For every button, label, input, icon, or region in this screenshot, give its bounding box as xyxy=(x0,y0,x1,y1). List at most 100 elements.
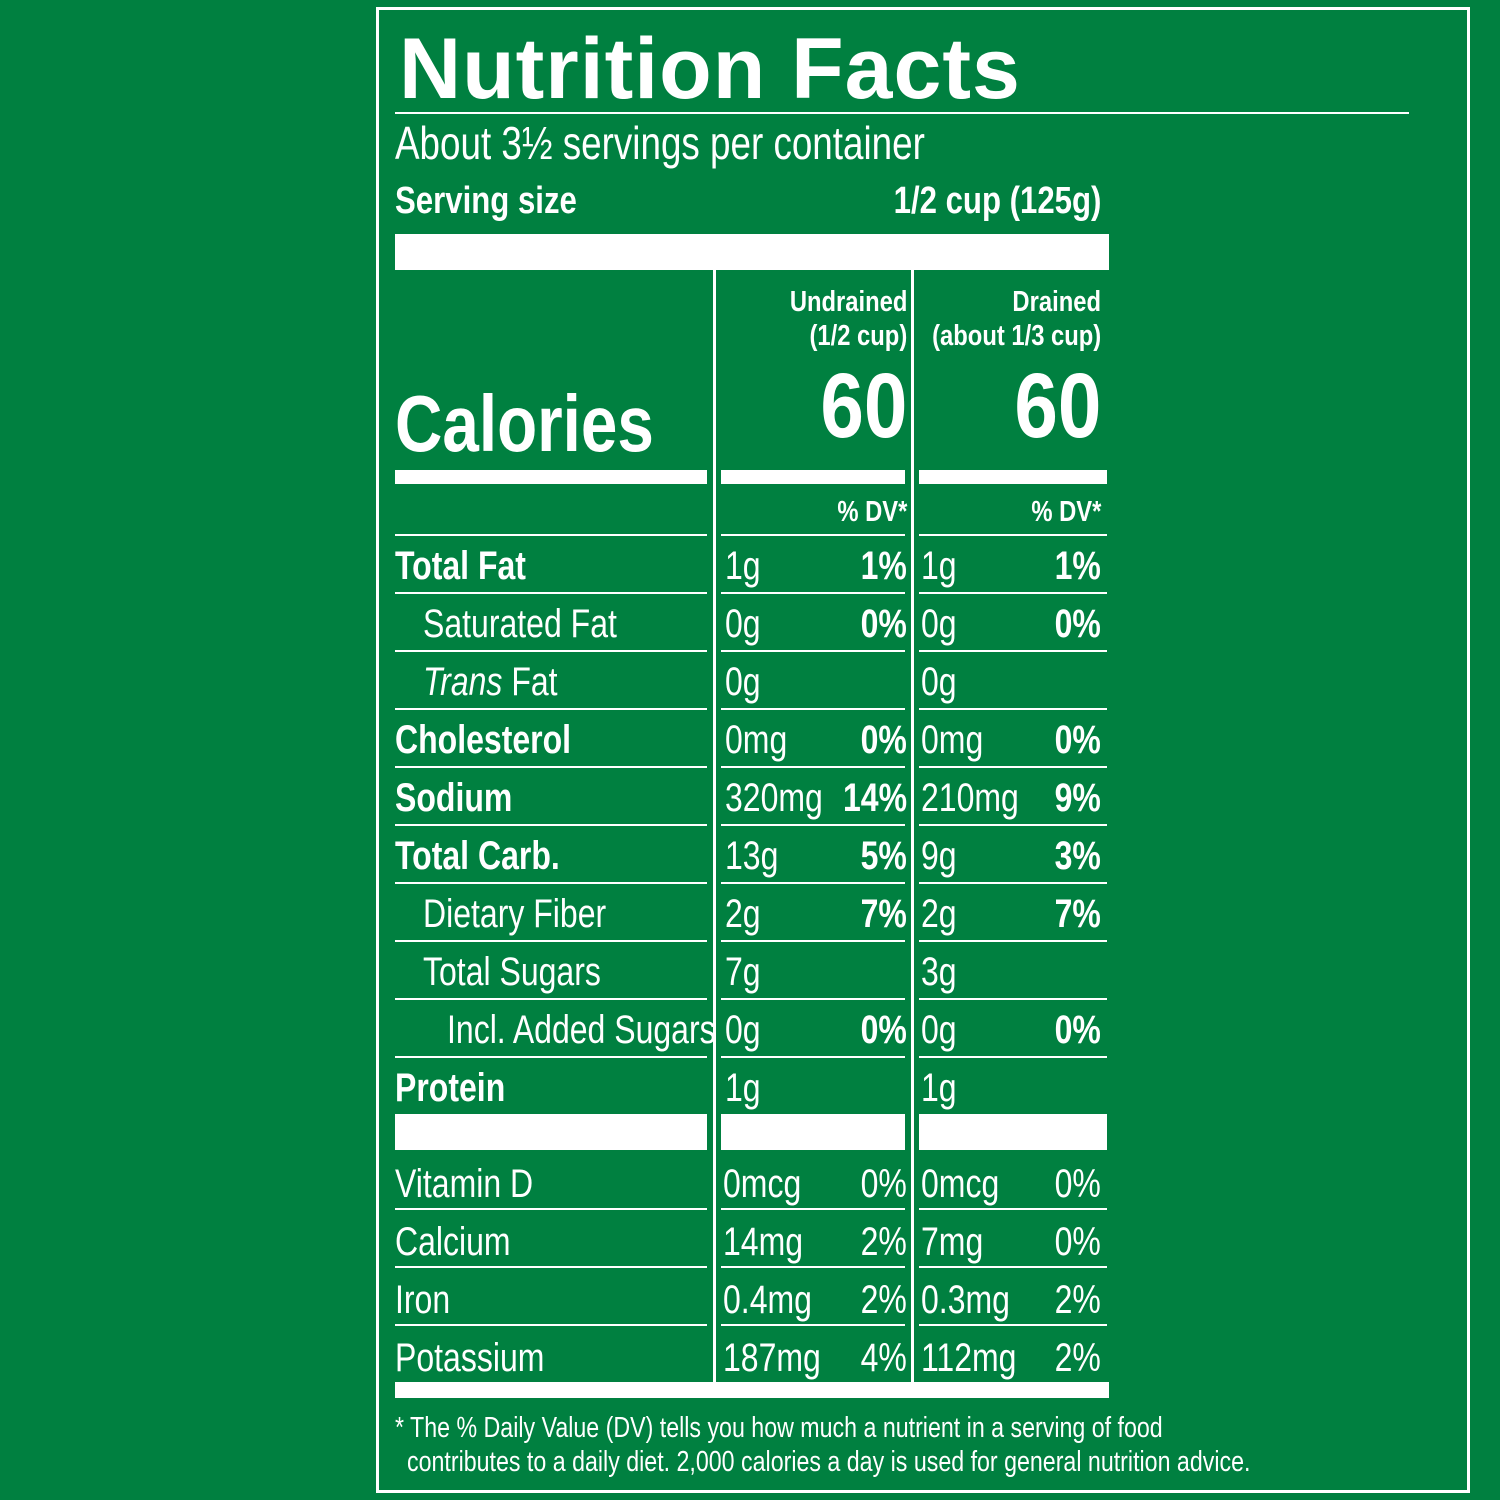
undrained-amount: 0mcg xyxy=(723,1162,802,1206)
drained-amount: 0mcg xyxy=(921,1162,1000,1206)
footnote-line-2: contributes to a daily diet. 2,000 calor… xyxy=(407,1446,1251,1478)
drained-calories: 60 xyxy=(1014,355,1101,457)
drained-dv: 9% xyxy=(1054,776,1101,820)
drained-header-line2: (about 1/3 cup) xyxy=(931,320,1101,352)
row-divider xyxy=(721,534,905,536)
undrained-dv: 0% xyxy=(860,1162,907,1206)
row-divider xyxy=(395,1056,707,1058)
drained-amount: 2g xyxy=(921,892,957,936)
undrained-dv: 4% xyxy=(860,1336,907,1380)
servings-per-container: About 3½ servings per container xyxy=(395,117,925,169)
undrained-calories: 60 xyxy=(820,355,907,457)
undrained-amount: 2g xyxy=(725,892,761,936)
row-divider xyxy=(395,708,707,710)
drained-dv: 2% xyxy=(1054,1278,1101,1322)
drained-dv-header: % DV* xyxy=(1030,496,1101,528)
undrained-amount: 14mg xyxy=(723,1220,804,1264)
label-title: Nutrition Facts xyxy=(399,21,1021,117)
row-divider xyxy=(721,1208,905,1210)
drained-dv: 7% xyxy=(1054,892,1101,936)
vitamin-name: Potassium xyxy=(395,1336,545,1380)
undrained-amount: 0mg xyxy=(725,718,788,762)
vitamin-name: Vitamin D xyxy=(395,1162,534,1206)
undrained-dv: 2% xyxy=(860,1220,907,1264)
footnote-divider xyxy=(395,1382,1109,1398)
calories-divider-right xyxy=(919,470,1107,484)
footnote-line-1: * The % Daily Value (DV) tells you how m… xyxy=(395,1412,1163,1444)
nutrient-name: Total Carb. xyxy=(395,834,560,878)
drained-dv: 0% xyxy=(1054,718,1101,762)
drained-dv: 3% xyxy=(1054,834,1101,878)
undrained-amount: 0g xyxy=(725,1008,761,1052)
row-divider xyxy=(919,1208,1107,1210)
row-divider xyxy=(721,650,905,652)
undrained-amount: 0g xyxy=(725,602,761,646)
calories-label: Calories xyxy=(395,379,654,468)
calories-divider-mid xyxy=(721,470,905,484)
drained-amount: 3g xyxy=(921,950,957,994)
drained-dv: 0% xyxy=(1054,1008,1101,1052)
row-divider xyxy=(919,1266,1107,1268)
drained-amount: 1g xyxy=(921,544,957,588)
row-divider xyxy=(721,708,905,710)
drained-amount: 9g xyxy=(921,834,957,878)
row-divider xyxy=(919,998,1107,1000)
nutrient-name-italic: Trans xyxy=(423,660,503,704)
vitamin-name: Iron xyxy=(395,1278,451,1322)
undrained-dv: 2% xyxy=(860,1278,907,1322)
nutrient-name: Total Fat xyxy=(395,544,526,588)
row-divider xyxy=(919,1324,1107,1326)
column-divider-1 xyxy=(713,270,716,1382)
row-divider xyxy=(919,708,1107,710)
serving-size-label: Serving size xyxy=(395,180,577,222)
row-divider xyxy=(395,998,707,1000)
nutrition-facts-label: Nutrition Facts About 3½ servings per co… xyxy=(376,7,1470,1493)
undrained-amount: 0.4mg xyxy=(723,1278,812,1322)
nutrient-name: Dietary Fiber xyxy=(423,892,607,936)
row-divider xyxy=(721,1056,905,1058)
row-divider xyxy=(721,1266,905,1268)
undrained-header-line2: (1/2 cup) xyxy=(809,320,907,352)
nutrient-name: Protein xyxy=(395,1066,506,1110)
drained-dv: 0% xyxy=(1054,1220,1101,1264)
nutrient-name: Trans Fat xyxy=(423,662,558,702)
row-divider xyxy=(721,882,905,884)
undrained-amount: 1g xyxy=(725,544,761,588)
undrained-amount: 0g xyxy=(725,660,761,704)
drained-dv: 0% xyxy=(1054,1162,1101,1206)
thick-divider xyxy=(395,234,1109,270)
undrained-amount: 7g xyxy=(725,950,761,994)
calories-divider-left xyxy=(395,470,707,484)
vitamin-divider-right xyxy=(919,1114,1107,1150)
drained-amount: 0mg xyxy=(921,718,984,762)
drained-dv: 1% xyxy=(1054,544,1101,588)
row-divider xyxy=(395,882,707,884)
row-divider xyxy=(395,824,707,826)
undrained-amount: 13g xyxy=(725,834,779,878)
nutrient-name: Total Sugars xyxy=(423,950,601,994)
nutrient-name: Incl. Added Sugars xyxy=(447,1008,716,1052)
row-divider xyxy=(721,940,905,942)
row-divider xyxy=(395,650,707,652)
undrained-dv: 5% xyxy=(860,834,907,878)
row-divider xyxy=(395,534,707,536)
row-divider xyxy=(919,650,1107,652)
row-divider xyxy=(919,824,1107,826)
undrained-dv: 0% xyxy=(860,718,907,762)
undrained-dv-header: % DV* xyxy=(836,496,907,528)
row-divider xyxy=(919,882,1107,884)
undrained-dv: 7% xyxy=(860,892,907,936)
undrained-dv: 1% xyxy=(860,544,907,588)
vitamin-divider-left xyxy=(395,1114,707,1150)
undrained-amount: 1g xyxy=(725,1066,761,1110)
drained-amount: 1g xyxy=(921,1066,957,1110)
drained-amount: 210mg xyxy=(921,776,1019,820)
row-divider xyxy=(395,766,707,768)
undrained-header-line1: Undrained xyxy=(789,286,907,318)
drained-amount: 0g xyxy=(921,602,957,646)
drained-amount: 7mg xyxy=(921,1220,984,1264)
row-divider xyxy=(395,940,707,942)
row-divider xyxy=(919,940,1107,942)
undrained-dv: 0% xyxy=(860,1008,907,1052)
drained-dv: 0% xyxy=(1054,602,1101,646)
